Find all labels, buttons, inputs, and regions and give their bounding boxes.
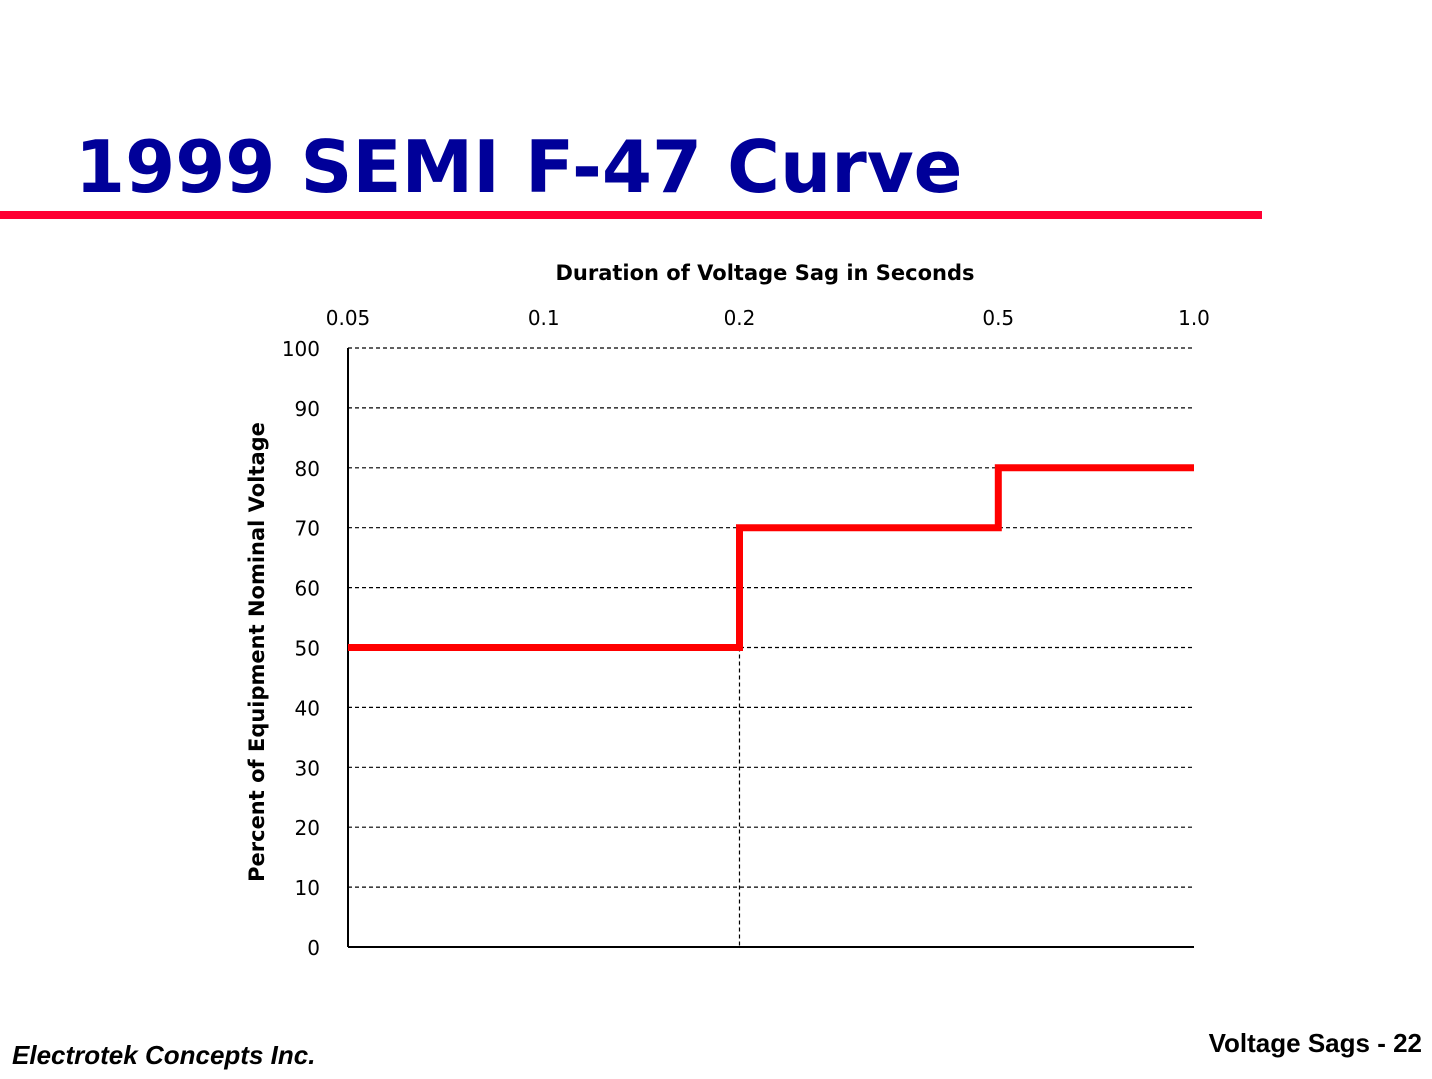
y-tick-label: 90 xyxy=(295,397,320,421)
x-axis-title: Duration of Voltage Sag in Seconds xyxy=(555,261,974,285)
y-tick-label: 40 xyxy=(295,696,320,720)
x-tick-label: 0.1 xyxy=(528,306,560,330)
x-tick-label: 0.5 xyxy=(982,306,1014,330)
y-tick-labels: 0 10 20 30 40 50 60 70 80 90 100 xyxy=(282,337,320,960)
series-layer xyxy=(348,464,1194,651)
title-rule xyxy=(0,211,1262,219)
x-tick-labels: 0.05 0.1 0.2 0.5 1.0 xyxy=(326,306,1210,330)
y-tick-label: 60 xyxy=(295,577,320,601)
y-tick-label: 0 xyxy=(307,936,320,960)
x-tick-label: 0.2 xyxy=(724,306,756,330)
footer-page-label: Voltage Sags - 22 xyxy=(1208,1028,1422,1058)
y-tick-label: 50 xyxy=(295,637,320,661)
footer-company: Electrotek Concepts Inc. xyxy=(12,1040,316,1070)
y-axis-title: Percent of Equipment Nominal Voltage xyxy=(245,422,269,882)
y-tick-label: 100 xyxy=(282,337,320,361)
y-tick-label: 70 xyxy=(295,517,320,541)
y-tick-label: 10 xyxy=(295,876,320,900)
x-tick-label: 0.05 xyxy=(326,306,371,330)
y-tick-label: 80 xyxy=(295,457,320,481)
slide-title: 1999 SEMI F-47 Curve xyxy=(75,125,963,209)
y-tick-label: 30 xyxy=(295,756,320,780)
gridlines xyxy=(348,347,1194,888)
y-tick-label: 20 xyxy=(295,816,320,840)
series-line xyxy=(348,464,1194,651)
x-tick-label: 1.0 xyxy=(1178,306,1210,330)
